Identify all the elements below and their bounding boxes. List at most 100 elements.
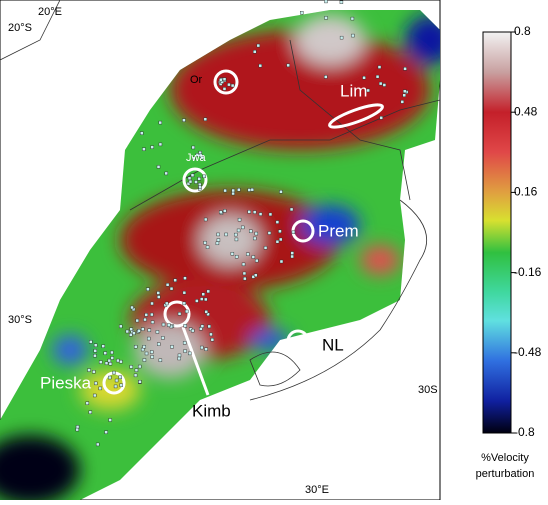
station [207,324,211,329]
station [278,237,283,242]
station [378,81,383,86]
station [290,254,294,259]
station [258,212,263,216]
station [206,312,210,316]
station [183,324,187,328]
station [138,380,142,384]
station [158,358,163,363]
station [129,365,133,369]
station [324,75,328,79]
station [103,351,107,355]
station [382,83,387,87]
station [157,342,161,346]
grid-label: 20°S [8,22,32,34]
station [234,237,239,242]
colorbar-label: perturbation [476,468,535,480]
station [119,383,123,387]
station [158,120,163,125]
station [155,330,160,334]
grid-label: 30S [418,384,438,396]
station [267,231,272,235]
station [182,341,187,345]
station [108,375,112,380]
station [133,345,138,349]
station [324,0,328,4]
station [210,337,215,342]
station [205,245,210,249]
station [362,76,366,80]
station [147,328,152,332]
station [116,358,120,363]
colorbar [482,31,512,434]
station [170,345,174,349]
station [93,353,97,358]
station [243,276,247,281]
colorbar-tick-label: -0.8 [514,425,535,439]
station [185,309,189,314]
station [104,430,108,434]
site-label: Lim [340,81,367,100]
colorbar-tick-label: 0.8 [514,24,531,38]
grid-label: 20°E [38,6,62,18]
station [95,442,100,447]
station [279,259,284,264]
station [187,176,192,181]
station [286,63,290,68]
station [202,174,206,179]
station [350,16,355,21]
station [150,355,154,359]
station [183,276,187,280]
station [247,210,251,214]
station [197,177,201,181]
colorbar-tick-label: 0.16 [514,185,538,199]
station [114,378,119,383]
station [234,232,238,237]
station [150,312,154,317]
station [186,181,191,186]
station [93,349,97,353]
station [268,212,273,217]
station [182,290,187,295]
station [156,291,161,295]
station [339,35,344,40]
station [339,0,344,4]
site-label: Or [190,74,203,86]
station [216,232,220,237]
station [289,207,294,212]
station [177,312,182,316]
station [209,332,213,337]
station [194,180,198,184]
colorbar-tick-label: 0.48 [514,104,538,118]
station [242,271,247,276]
station [137,329,141,333]
station [291,230,296,235]
site-label: Jwa [186,152,206,164]
station [402,93,406,98]
stations [75,0,409,447]
station [201,292,205,296]
station [161,336,165,340]
station [129,327,133,331]
station [254,273,258,277]
station [237,217,242,222]
station [87,368,91,372]
station [219,78,223,82]
site-label: Pieska [40,373,92,392]
station [255,258,259,263]
station [140,131,144,135]
station [253,236,257,241]
station [219,210,223,214]
station [158,142,163,147]
station [98,386,102,391]
station [249,229,253,233]
station [89,340,93,344]
station [165,283,170,287]
station [190,173,195,178]
station [177,353,182,358]
station [110,356,114,360]
station [135,318,139,323]
station [113,384,118,389]
station [98,360,103,364]
station [246,252,250,256]
colorbar-label: %Velocity [481,452,529,464]
